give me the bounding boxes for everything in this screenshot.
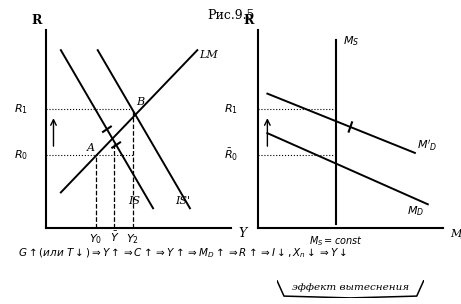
Text: LM: LM	[199, 50, 218, 60]
Text: $Y_2$: $Y_2$	[126, 232, 139, 246]
Text: Y: Y	[238, 227, 246, 240]
Text: $Y_0$: $Y_0$	[89, 232, 102, 246]
Text: Рис.9.5: Рис.9.5	[207, 9, 254, 22]
Text: A: A	[87, 143, 95, 153]
Text: эффект вытеснения: эффект вытеснения	[292, 283, 409, 292]
Text: R: R	[32, 15, 42, 27]
Text: $R_1$: $R_1$	[14, 102, 28, 116]
Text: $R_1$: $R_1$	[224, 102, 238, 116]
Text: IS': IS'	[175, 196, 190, 206]
Text: $\bar{Y}$: $\bar{Y}$	[110, 230, 119, 244]
Text: R: R	[244, 15, 254, 27]
Text: $M'_D$: $M'_D$	[417, 138, 437, 153]
Text: B: B	[136, 98, 145, 108]
Text: $M_D$: $M_D$	[407, 204, 424, 218]
Text: $M_S{=}const$: $M_S{=}const$	[309, 234, 362, 247]
Text: IS: IS	[129, 196, 141, 206]
Text: $\bar{R}_0$: $\bar{R}_0$	[224, 147, 238, 163]
Text: $R_0$: $R_0$	[13, 148, 28, 162]
Text: $G\uparrow(\mathit{или}\ T\downarrow)\Rightarrow Y\uparrow\Rightarrow C\uparrow\: $G\uparrow(\mathit{или}\ T\downarrow)\Ri…	[18, 246, 348, 260]
Text: M/P: M/P	[450, 229, 461, 239]
Text: $M_S$: $M_S$	[343, 34, 359, 48]
